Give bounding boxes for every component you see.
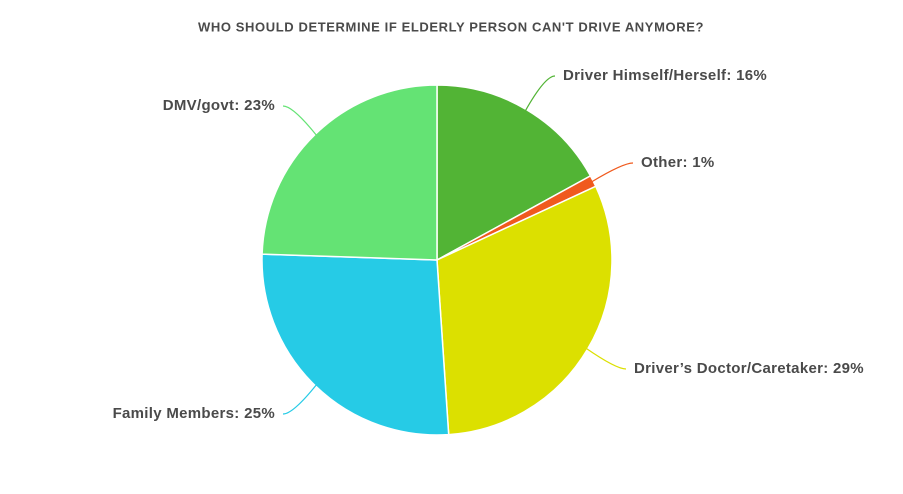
- leader-line: [591, 162, 634, 183]
- data-label: Other: 1%: [641, 154, 715, 171]
- data-label: Family Members: 25%: [113, 405, 275, 422]
- pie-slice: [261, 84, 438, 261]
- data-label: Driver Himself/Herself: 16%: [563, 67, 767, 84]
- leader-line: [585, 347, 627, 370]
- chart-title: WHO SHOULD DETERMINE IF ELDERLY PERSON C…: [198, 19, 704, 34]
- pie-slice: [261, 253, 450, 436]
- leader-line: [282, 383, 318, 415]
- data-label: DMV/govt: 23%: [163, 97, 275, 114]
- leader-line: [282, 105, 318, 137]
- data-label: Driver’s Doctor/Caretaker: 29%: [634, 360, 864, 377]
- leader-line: [524, 75, 556, 112]
